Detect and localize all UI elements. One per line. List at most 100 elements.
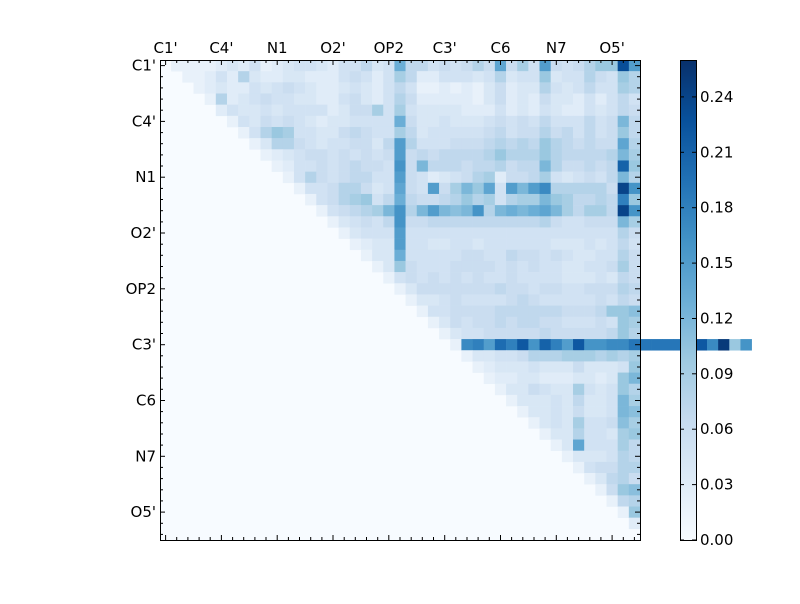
heatmap-cell [606,372,618,385]
heatmap-cell [494,260,507,273]
heatmap-cell [372,60,384,72]
colorbar-tick-label: 0.09 [700,365,733,383]
heatmap-cell [439,227,451,239]
x-tick-label: C3' [433,39,457,57]
heatmap-cell [550,216,563,228]
heatmap-cell [506,138,518,150]
heatmap-cell [360,82,373,94]
heatmap-cell [394,104,406,117]
heatmap-cell [539,417,551,429]
heatmap-cell [628,473,641,485]
heatmap-cell [405,171,418,184]
heatmap-cell [628,372,641,385]
heatmap-cell [360,205,373,217]
heatmap-cell [528,126,540,139]
heatmap-cell [561,394,574,407]
heatmap-cell [271,126,284,139]
heatmap-cell [204,71,217,83]
heatmap-cell [427,149,440,161]
heatmap-cell [550,227,563,239]
heatmap-cell [528,327,540,340]
heatmap-cell [550,249,563,262]
heatmap-cell [293,149,306,161]
heatmap-cell [506,227,518,239]
heatmap-cell [561,182,574,195]
heatmap-cell [606,115,618,128]
heatmap-cell [405,149,418,161]
heatmap-cell [528,372,540,385]
heatmap-cell [550,149,563,161]
heatmap-cell [226,104,239,117]
y-tick-labels: C1' C4' N1 O2' OP2 C3' C6 N7 O5' [126,57,156,521]
heatmap-cell [494,383,507,396]
heatmap-cell [483,272,496,284]
heatmap-cell [595,361,607,373]
heatmap-cell [606,495,618,507]
heatmap-cell [483,104,496,117]
heatmap-cell [550,126,563,139]
heatmap-cell [517,372,529,385]
heatmap-cell [271,104,284,117]
axis-ticks [160,60,640,540]
x-tick-labels: C1' C4' N1 O2' OP2 C3' C6 N7 O5' [154,39,625,57]
heatmap-cell [528,350,540,362]
heatmap-cell [327,205,339,217]
heatmap-cell [561,283,574,295]
heatmap-cell [550,193,563,206]
heatmap-cell [617,294,630,306]
heatmap-cell [416,93,429,105]
heatmap-cell [617,82,630,94]
heatmap-cell [595,160,607,172]
x-tick-label: O5' [599,39,624,57]
heatmap-cell [461,216,473,228]
x-tick-label: N7 [546,39,567,57]
heatmap-cell [405,272,418,284]
heatmap-cell [651,339,663,351]
heatmap-cell [405,249,418,262]
heatmap-cell [215,82,228,94]
heatmap-cell [628,93,641,105]
heatmap-cell [338,115,351,128]
heatmap-cell [539,361,551,373]
heatmap-cell [305,171,317,184]
heatmap-cell [506,126,518,139]
heatmap-cell [450,316,462,329]
heatmap-cell [483,216,496,228]
heatmap-cell [628,193,641,206]
heatmap-cell [617,104,630,117]
heatmap-cell [528,394,540,407]
heatmap-cell [595,171,607,184]
heatmap-cell [506,249,518,262]
heatmap-cell [617,60,630,72]
heatmap-cell [561,316,574,329]
heatmap-cell [528,361,540,373]
heatmap-cell [416,82,429,94]
heatmap-cell [517,104,529,117]
heatmap-cell [394,238,406,251]
heatmap-cell [539,205,551,217]
heatmap-cell [249,138,261,150]
x-tick-label: N1 [267,39,288,57]
heatmap-cell [293,71,306,83]
heatmap-cell [628,60,641,72]
heatmap-cell [416,283,429,295]
heatmap-cell [349,193,362,206]
heatmap-cell [528,305,540,318]
heatmap-cell [606,227,618,239]
heatmap-cell [416,305,429,318]
heatmap-cell [439,104,451,117]
heatmap-cell [595,249,607,262]
heatmap-cell [439,93,451,105]
heatmap-cell [539,138,551,150]
heatmap-cell [494,82,507,94]
heatmap-cell [595,193,607,206]
heatmap-cell [327,149,339,161]
heatmap-cell [260,115,272,128]
heatmap-cell [260,60,272,72]
heatmap-cell [461,104,473,117]
heatmap-cell [528,227,540,239]
heatmap-cell [628,149,641,161]
heatmap-cell [450,171,462,184]
heatmap-cell [606,160,618,172]
heatmap-cell [561,428,574,440]
